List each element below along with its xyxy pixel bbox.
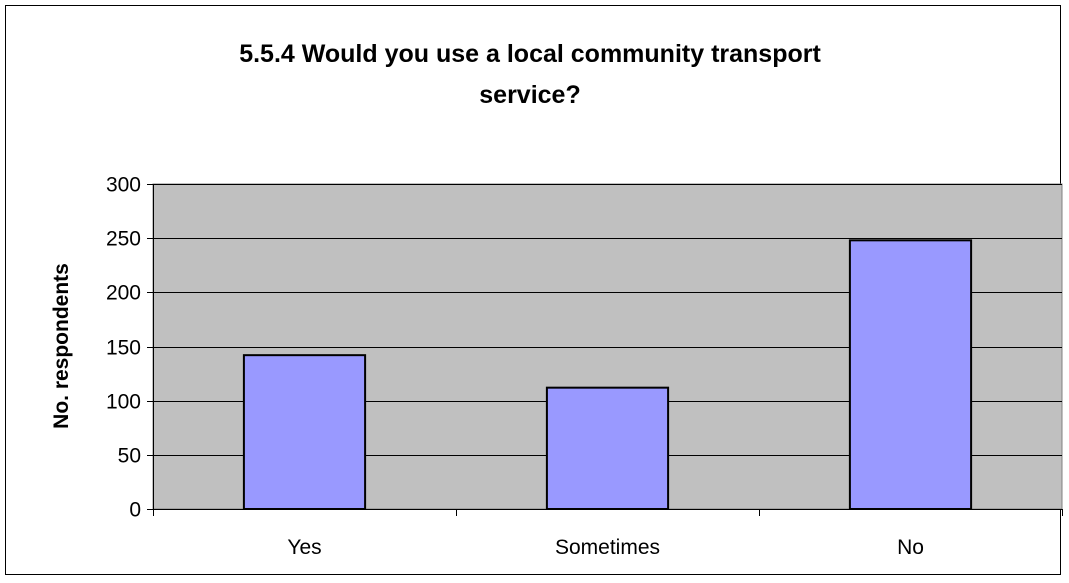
x-tick-label: Sometimes [555, 536, 660, 559]
y-axis-title: No. respondents [50, 263, 73, 429]
bar-sometimes [545, 386, 670, 510]
bar-no [848, 239, 973, 510]
y-tick-label: 250 [106, 228, 141, 251]
y-tick-label: 200 [106, 282, 141, 305]
x-tick-label: No [897, 536, 924, 559]
chart-title-line-1: 5.5.4 Would you use a local community tr… [239, 40, 821, 68]
bar-yes [242, 354, 367, 510]
chart-title-line-2: service? [479, 81, 580, 109]
y-tick-label: 150 [106, 337, 141, 360]
y-tick-label: 0 [129, 499, 141, 522]
y-tick-label: 50 [118, 445, 141, 468]
y-tick-label: 300 [106, 174, 141, 197]
x-tick-label: Yes [287, 536, 321, 559]
y-tick-label: 100 [106, 391, 141, 414]
